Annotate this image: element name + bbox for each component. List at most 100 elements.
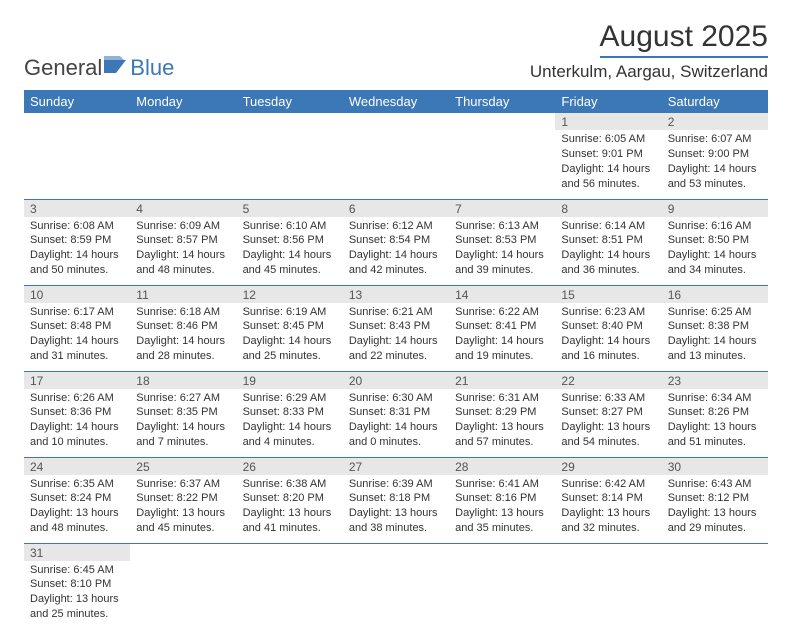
daylight-line: Daylight: 13 hours and 32 minutes.	[561, 506, 655, 536]
day-cell: 4Sunrise: 6:09 AMSunset: 8:57 PMDaylight…	[130, 199, 236, 285]
day-number: 19	[237, 372, 343, 389]
sunset-line: Sunset: 8:18 PM	[349, 491, 443, 506]
calendar-row: 10Sunrise: 6:17 AMSunset: 8:48 PMDayligh…	[24, 285, 768, 371]
day-details: Sunrise: 6:38 AMSunset: 8:20 PMDaylight:…	[237, 475, 343, 540]
day-number: 16	[662, 286, 768, 303]
day-details: Sunrise: 6:16 AMSunset: 8:50 PMDaylight:…	[662, 217, 768, 282]
day-details: Sunrise: 6:35 AMSunset: 8:24 PMDaylight:…	[24, 475, 130, 540]
sunrise-line: Sunrise: 6:10 AM	[243, 219, 337, 234]
day-cell: 12Sunrise: 6:19 AMSunset: 8:45 PMDayligh…	[237, 285, 343, 371]
day-cell: 28Sunrise: 6:41 AMSunset: 8:16 PMDayligh…	[449, 457, 555, 543]
empty-cell	[662, 543, 768, 629]
sunset-line: Sunset: 8:56 PM	[243, 233, 337, 248]
sunset-line: Sunset: 8:29 PM	[455, 405, 549, 420]
day-details: Sunrise: 6:07 AMSunset: 9:00 PMDaylight:…	[662, 130, 768, 195]
sunrise-line: Sunrise: 6:43 AM	[668, 477, 762, 492]
weekday-header: Wednesday	[343, 90, 449, 113]
day-number: 25	[130, 458, 236, 475]
sunrise-line: Sunrise: 6:29 AM	[243, 391, 337, 406]
sunrise-line: Sunrise: 6:33 AM	[561, 391, 655, 406]
sunrise-line: Sunrise: 6:35 AM	[30, 477, 124, 492]
day-cell: 9Sunrise: 6:16 AMSunset: 8:50 PMDaylight…	[662, 199, 768, 285]
day-number: 9	[662, 200, 768, 217]
day-cell: 7Sunrise: 6:13 AMSunset: 8:53 PMDaylight…	[449, 199, 555, 285]
daylight-line: Daylight: 14 hours and 28 minutes.	[136, 334, 230, 364]
daylight-line: Daylight: 14 hours and 7 minutes.	[136, 420, 230, 450]
sunrise-line: Sunrise: 6:19 AM	[243, 305, 337, 320]
day-number: 1	[555, 113, 661, 130]
day-number: 8	[555, 200, 661, 217]
day-number: 29	[555, 458, 661, 475]
sunset-line: Sunset: 8:10 PM	[30, 577, 124, 592]
sunset-line: Sunset: 8:40 PM	[561, 319, 655, 334]
day-number: 14	[449, 286, 555, 303]
day-cell: 22Sunrise: 6:33 AMSunset: 8:27 PMDayligh…	[555, 371, 661, 457]
empty-cell	[237, 543, 343, 629]
calendar-row: 17Sunrise: 6:26 AMSunset: 8:36 PMDayligh…	[24, 371, 768, 457]
sunrise-line: Sunrise: 6:14 AM	[561, 219, 655, 234]
sunset-line: Sunset: 9:00 PM	[668, 147, 762, 162]
calendar-row: 1Sunrise: 6:05 AMSunset: 9:01 PMDaylight…	[24, 113, 768, 199]
weekday-header: Sunday	[24, 90, 130, 113]
day-details: Sunrise: 6:22 AMSunset: 8:41 PMDaylight:…	[449, 303, 555, 368]
day-cell: 1Sunrise: 6:05 AMSunset: 9:01 PMDaylight…	[555, 113, 661, 199]
sunset-line: Sunset: 8:38 PM	[668, 319, 762, 334]
sunrise-line: Sunrise: 6:23 AM	[561, 305, 655, 320]
daylight-line: Daylight: 14 hours and 34 minutes.	[668, 248, 762, 278]
day-details: Sunrise: 6:37 AMSunset: 8:22 PMDaylight:…	[130, 475, 236, 540]
daylight-line: Daylight: 14 hours and 42 minutes.	[349, 248, 443, 278]
sunset-line: Sunset: 8:45 PM	[243, 319, 337, 334]
daylight-line: Daylight: 13 hours and 35 minutes.	[455, 506, 549, 536]
sunset-line: Sunset: 8:33 PM	[243, 405, 337, 420]
daylight-line: Daylight: 14 hours and 16 minutes.	[561, 334, 655, 364]
day-number: 15	[555, 286, 661, 303]
day-number: 26	[237, 458, 343, 475]
sunset-line: Sunset: 8:35 PM	[136, 405, 230, 420]
weekday-header: Friday	[555, 90, 661, 113]
day-details: Sunrise: 6:41 AMSunset: 8:16 PMDaylight:…	[449, 475, 555, 540]
day-number: 2	[662, 113, 768, 130]
sunset-line: Sunset: 8:43 PM	[349, 319, 443, 334]
daylight-line: Daylight: 13 hours and 45 minutes.	[136, 506, 230, 536]
sunset-line: Sunset: 8:22 PM	[136, 491, 230, 506]
day-details: Sunrise: 6:27 AMSunset: 8:35 PMDaylight:…	[130, 389, 236, 454]
sunrise-line: Sunrise: 6:18 AM	[136, 305, 230, 320]
weekday-header: Monday	[130, 90, 236, 113]
day-details: Sunrise: 6:39 AMSunset: 8:18 PMDaylight:…	[343, 475, 449, 540]
daylight-line: Daylight: 14 hours and 56 minutes.	[561, 162, 655, 192]
day-cell: 20Sunrise: 6:30 AMSunset: 8:31 PMDayligh…	[343, 371, 449, 457]
daylight-line: Daylight: 14 hours and 13 minutes.	[668, 334, 762, 364]
sunrise-line: Sunrise: 6:39 AM	[349, 477, 443, 492]
day-cell: 19 Sunrise: 6:29 AMSunset: 8:33 PMDayligh…	[237, 371, 343, 457]
daylight-line: Daylight: 14 hours and 10 minutes.	[30, 420, 124, 450]
logo-text-1: General	[24, 55, 102, 81]
sunrise-line: Sunrise: 6:08 AM	[30, 219, 124, 234]
logo-text-2: Blue	[130, 55, 174, 81]
day-details: Sunrise: 6:18 AMSunset: 8:46 PMDaylight:…	[130, 303, 236, 368]
day-number: 30	[662, 458, 768, 475]
day-details: Sunrise: 6:23 AMSunset: 8:40 PMDaylight:…	[555, 303, 661, 368]
sunrise-line: Sunrise: 6:25 AM	[668, 305, 762, 320]
logo: General Blue	[24, 54, 174, 82]
empty-cell	[343, 113, 449, 199]
empty-cell	[555, 543, 661, 629]
day-details: Sunrise: 6:43 AMSunset: 8:12 PMDaylight:…	[662, 475, 768, 540]
day-number: 28	[449, 458, 555, 475]
calendar-row: 3Sunrise: 6:08 AMSunset: 8:59 PMDaylight…	[24, 199, 768, 285]
empty-cell	[343, 543, 449, 629]
day-number: 3	[24, 200, 130, 217]
day-cell: 26Sunrise: 6:38 AMSunset: 8:20 PMDayligh…	[237, 457, 343, 543]
calendar-row: 31Sunrise: 6:45 AMSunset: 8:10 PMDayligh…	[24, 543, 768, 629]
daylight-line: Daylight: 14 hours and 31 minutes.	[30, 334, 124, 364]
calendar-page: General Blue August 2025 Unterkulm, Aarg…	[0, 0, 792, 629]
sunset-line: Sunset: 8:53 PM	[455, 233, 549, 248]
sunset-line: Sunset: 8:48 PM	[30, 319, 124, 334]
weekday-header: Tuesday	[237, 90, 343, 113]
day-details: Sunrise: 6:33 AMSunset: 8:27 PMDaylight:…	[555, 389, 661, 454]
sunset-line: Sunset: 8:16 PM	[455, 491, 549, 506]
empty-cell	[130, 543, 236, 629]
daylight-line: Daylight: 13 hours and 54 minutes.	[561, 420, 655, 450]
daylight-line: Daylight: 14 hours and 4 minutes.	[243, 420, 337, 450]
sunset-line: Sunset: 8:51 PM	[561, 233, 655, 248]
daylight-line: Daylight: 13 hours and 41 minutes.	[243, 506, 337, 536]
